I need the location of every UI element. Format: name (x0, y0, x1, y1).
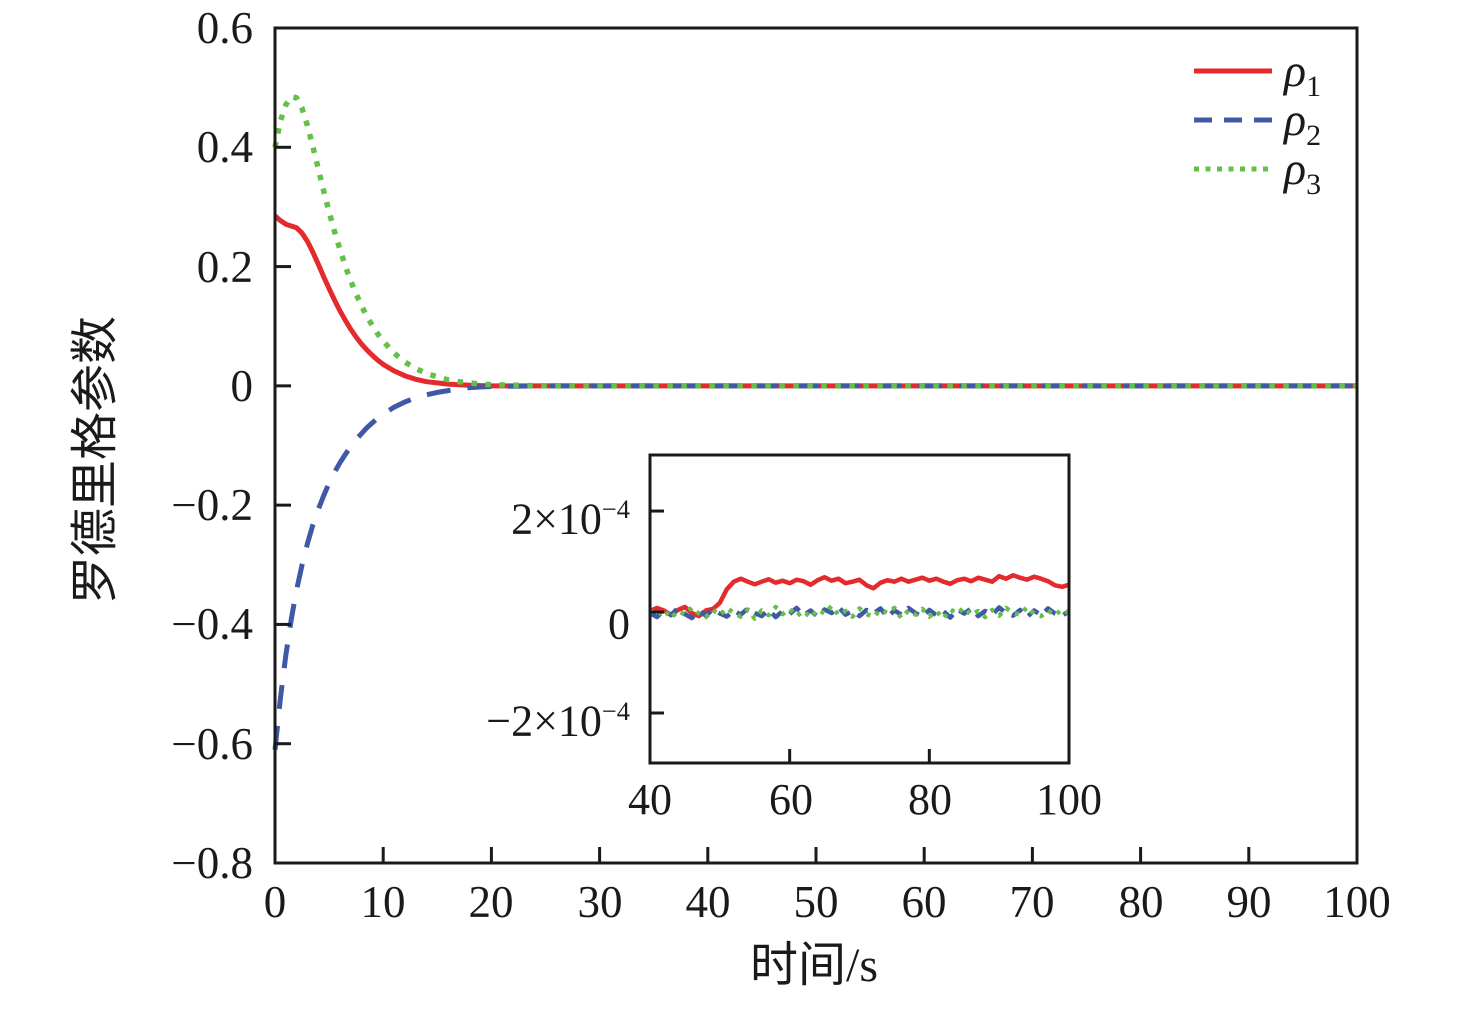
main-ytick-label-7: −0.8 (171, 838, 253, 888)
inset-series-rho2 (648, 604, 1071, 621)
main-ytick-label-3: 0 (230, 361, 254, 411)
main-xtick-label-5: 50 (793, 877, 839, 927)
inset-xtick-label-0: 40 (628, 775, 672, 824)
main-series-rho2 (272, 383, 1357, 750)
main-xtick-label-9: 90 (1226, 877, 1272, 927)
main-xtick-label-10: 100 (1323, 877, 1391, 927)
main-series-rho1 (273, 214, 1357, 389)
inset-xtick-label-1: 60 (769, 775, 813, 824)
legend-item-rho1: ρ1 (1192, 45, 1322, 104)
main-xtick-label-3: 30 (577, 877, 623, 927)
main-ytick-label-1: 0.4 (196, 122, 253, 172)
legend-line-swatch-rho3 (1194, 166, 1272, 172)
x-axis-title: 时间/s (749, 939, 879, 992)
main-ytick-label-6: −0.6 (171, 719, 253, 769)
legend-label-rho2: ρ2 (1284, 94, 1322, 153)
main-ytick-label-5: −0.4 (171, 599, 253, 649)
main-ytick-label-4: −0.2 (171, 480, 253, 530)
main-xtick-label-6: 60 (901, 877, 947, 927)
inset-ytick-label-1: 0 (608, 599, 630, 649)
main-series-rho3 (272, 93, 1357, 389)
legend-label-rho3: ρ3 (1284, 143, 1322, 202)
main-xtick-label-7: 70 (1009, 877, 1055, 927)
y-axis-title: 罗德里格参数 (69, 316, 122, 605)
inset-series-rho1 (649, 572, 1070, 619)
main-xtick-label-8: 80 (1118, 877, 1164, 927)
main-ytick-label-0: 0.6 (196, 3, 253, 53)
inset-ytick-label-0: 2×10−4 (511, 494, 630, 544)
legend-item-rho3: ρ3 (1192, 143, 1322, 202)
inset-series-rho3 (648, 603, 1071, 621)
legend-line-swatch-rho1 (1194, 68, 1272, 74)
main-xtick-label-2: 20 (468, 877, 514, 927)
inset-xtick-label-2: 80 (908, 775, 952, 824)
main-ytick-label-2: 0.2 (196, 242, 253, 292)
main-xtick-label-0: 0 (263, 877, 287, 927)
legend-label-rho1: ρ1 (1284, 45, 1322, 104)
main-xtick-label-4: 40 (685, 877, 731, 927)
main-xtick-label-1: 10 (360, 877, 406, 927)
inset-plot-border (648, 453, 1071, 765)
legend: ρ1 ρ2 ρ3 (1192, 45, 1322, 202)
legend-item-rho2: ρ2 (1192, 94, 1322, 153)
inset-xtick-label-3: 100 (1036, 775, 1102, 824)
legend-line-swatch-rho2 (1194, 117, 1272, 123)
inset-ytick-label-2: −2×10−4 (486, 696, 630, 746)
